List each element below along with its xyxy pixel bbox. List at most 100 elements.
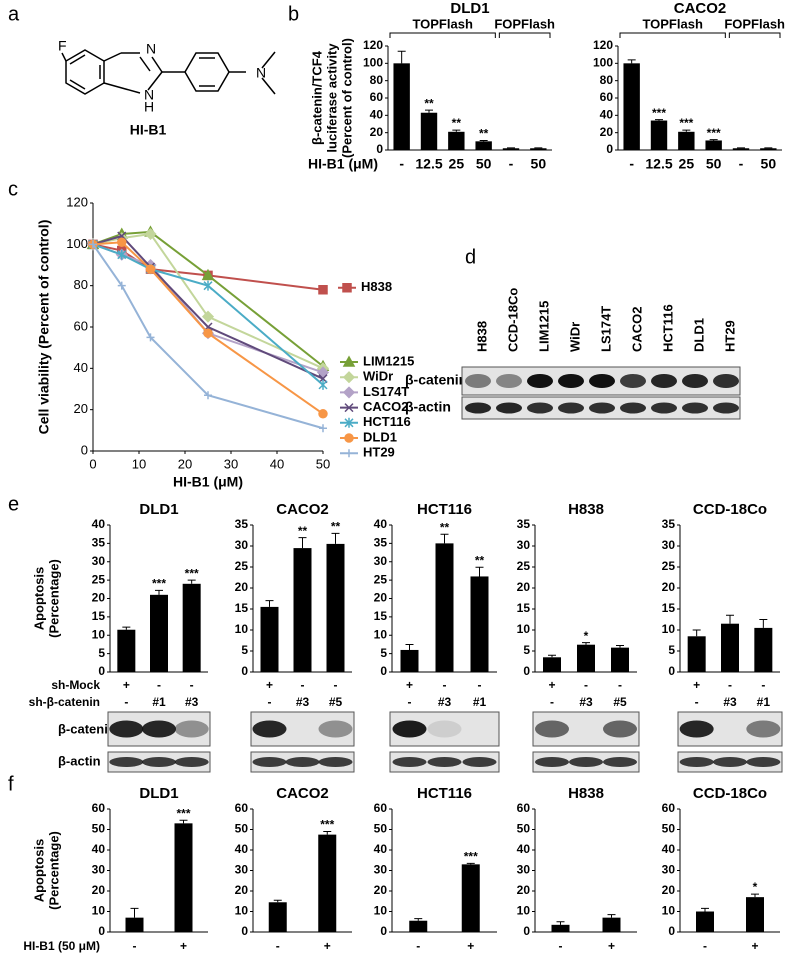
y-tick-label: 10	[235, 622, 249, 636]
x-tick-label: 50	[761, 156, 777, 172]
marker	[319, 424, 327, 433]
x-tick-label: 40	[270, 456, 284, 471]
bar	[461, 864, 480, 932]
significance: **	[424, 96, 434, 110]
error-bar	[607, 914, 616, 918]
series-line	[92, 230, 324, 368]
marker	[318, 285, 328, 295]
error-bar	[701, 907, 709, 912]
bar	[182, 583, 201, 672]
lane-label: LS174T	[598, 306, 613, 352]
lane-label: LIM1215	[536, 301, 551, 352]
error-bar	[414, 918, 423, 921]
x-tick-label: #1	[473, 695, 487, 709]
x-tick-label: -	[739, 156, 744, 172]
y-tick-label: 40	[235, 842, 249, 856]
lane-label: DLD1	[691, 318, 706, 352]
legend-label: WiDr	[363, 369, 393, 384]
y-tick-label: 10	[517, 622, 531, 636]
y-tick-label: 60	[517, 801, 531, 815]
significance: **	[479, 127, 489, 141]
marker	[117, 249, 127, 260]
blot-band	[285, 757, 320, 767]
y-tick-label: 40	[374, 842, 388, 856]
x-tick-label: 50	[531, 156, 547, 172]
significance: ***	[652, 106, 666, 120]
x-tick-label: -	[703, 939, 707, 953]
x-tick-label: 25	[679, 156, 695, 172]
y-tick-label: 100	[593, 56, 613, 70]
x-tick-label: +	[123, 678, 130, 692]
legend-label: LIM1215	[363, 353, 414, 368]
y-tick-label: 100	[66, 236, 88, 251]
x-tick-label: -	[695, 695, 699, 709]
x-tick-label: +	[324, 939, 331, 953]
error-bar	[475, 566, 484, 577]
bar	[448, 131, 465, 150]
y-tick-label: 40	[92, 517, 106, 531]
legend-label: HCT116	[363, 414, 411, 429]
y-tick-label: 20	[600, 125, 614, 139]
bar	[602, 917, 621, 932]
blot-band	[174, 757, 209, 767]
bar	[125, 917, 144, 932]
blot-band	[462, 757, 497, 767]
panel-label: a	[8, 3, 20, 25]
error-bar	[627, 59, 636, 64]
x-tick-label: -	[190, 678, 194, 692]
y-tick-label: 100	[363, 56, 383, 70]
error-bar	[397, 50, 406, 64]
blot-band	[713, 374, 739, 388]
blot-band	[527, 402, 553, 414]
group-label: TOPFlash	[642, 16, 703, 31]
blot-band	[558, 402, 584, 414]
blot-band	[174, 720, 209, 738]
legend-marker	[342, 386, 356, 399]
error-bar	[655, 119, 663, 121]
bar	[400, 649, 419, 672]
y-tick-label: 30	[517, 863, 531, 877]
y-tick-label: 60	[370, 90, 384, 104]
y-tick-label: 80	[600, 73, 614, 87]
x-tick-label: -	[761, 678, 765, 692]
y-tick-label: 30	[374, 863, 388, 877]
blot-band	[713, 402, 739, 414]
blot-row-label: β-actin	[405, 399, 451, 415]
y-tick-label: 25	[92, 572, 106, 586]
bar	[326, 543, 345, 672]
x-tick-label: #3	[296, 695, 310, 709]
bar	[754, 627, 773, 672]
error-bar	[682, 129, 691, 132]
marker	[203, 280, 213, 291]
chart-title: HCT116	[417, 501, 472, 518]
y-tick-label: 10	[374, 904, 388, 918]
bar	[543, 657, 561, 672]
group-bracket	[498, 32, 551, 38]
bar	[623, 63, 640, 151]
y-tick-label: 15	[235, 601, 249, 615]
x-tick-label: 30	[224, 456, 238, 471]
y-tick-label: 5	[98, 646, 105, 660]
lane-label: HT29	[722, 320, 737, 352]
y-tick-label: 0	[668, 924, 675, 938]
bar	[577, 644, 595, 672]
error-bar	[709, 139, 718, 141]
blot-row-label: β-catenin	[58, 721, 116, 736]
significance: ***	[679, 116, 693, 130]
x-tick-label: -	[334, 678, 338, 692]
chart-title: CCD-18Co	[693, 501, 767, 518]
significance: ***	[320, 818, 334, 832]
lane-label: CCD-18Co	[505, 288, 520, 352]
blot-band	[620, 374, 646, 388]
bar	[260, 606, 279, 672]
x-tick-label: -	[509, 156, 514, 172]
structure-bonds	[61, 49, 276, 95]
y-tick-label: 0	[98, 664, 105, 678]
x-tick-label: +	[751, 939, 758, 953]
y-tick-label: 60	[92, 801, 106, 815]
blot-band	[569, 757, 603, 767]
x-tick-label: -	[728, 678, 732, 692]
x-tick-label: +	[406, 678, 413, 692]
legend-label: DLD1	[363, 429, 397, 444]
